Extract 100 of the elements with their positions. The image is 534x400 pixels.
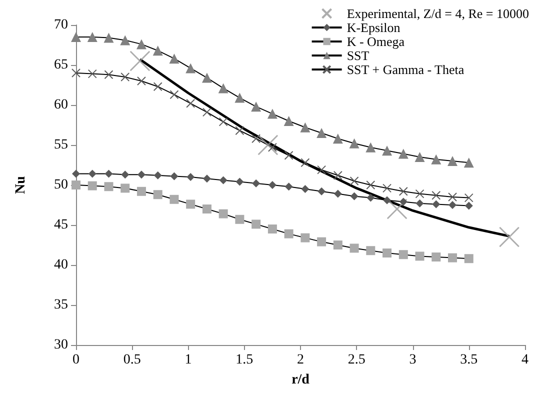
point: [130, 50, 150, 72]
x-tick-label: 3: [409, 352, 416, 368]
x-tick-label: 0: [72, 352, 80, 368]
point: [300, 158, 310, 168]
point: [415, 189, 424, 198]
point: [72, 68, 80, 78]
point: [386, 198, 408, 220]
point: [382, 146, 392, 156]
legend-label: K - Omega: [346, 34, 405, 49]
x-tick-label: 2: [297, 352, 304, 368]
point: [186, 200, 196, 209]
point: [120, 184, 130, 193]
point: [382, 184, 392, 193]
point: [170, 172, 178, 180]
point: [87, 32, 98, 42]
y-tick-label: 30: [54, 338, 68, 352]
x-tick-label: 0.5: [123, 352, 141, 368]
point: [268, 142, 277, 152]
point: [448, 156, 458, 166]
point: [170, 90, 179, 100]
point: [72, 180, 80, 190]
point: [350, 176, 359, 186]
point: [258, 134, 278, 156]
point: [235, 126, 244, 136]
point: [366, 180, 376, 190]
y-tick-label: 35: [54, 298, 68, 312]
point: [284, 116, 294, 126]
point: [432, 200, 440, 208]
point: [252, 134, 261, 144]
legend-label: SST: [346, 48, 370, 63]
point: [234, 92, 245, 103]
point: [152, 46, 163, 56]
point: [498, 226, 520, 248]
y-tick-label: 45: [54, 218, 68, 232]
point: [383, 196, 392, 204]
point: [104, 32, 114, 43]
x-tick-label: 2.5: [348, 352, 366, 368]
point: [398, 250, 408, 260]
point: [154, 171, 162, 180]
legend-label: Experimental, Z/d = 4, Re = 10000: [346, 6, 530, 21]
point: [153, 82, 162, 92]
point: [236, 178, 244, 186]
point: [350, 192, 358, 200]
y-tick-label: 55: [54, 138, 68, 152]
point: [349, 138, 360, 148]
point: [333, 240, 342, 250]
point: [398, 186, 408, 196]
point: [71, 32, 81, 42]
legend-label: K-Epsilon: [346, 20, 401, 35]
point: [136, 186, 146, 196]
point: [186, 63, 196, 74]
point: [268, 224, 277, 234]
point: [153, 190, 162, 200]
point: [169, 54, 180, 64]
point: [414, 152, 425, 162]
point: [316, 128, 327, 138]
point: [366, 246, 376, 256]
point: [366, 142, 376, 152]
point: [120, 35, 130, 46]
point: [136, 76, 146, 86]
point: [284, 182, 293, 191]
point: [235, 214, 244, 224]
point: [202, 174, 211, 183]
point: [415, 252, 424, 261]
point: [284, 229, 294, 238]
point: [218, 117, 228, 126]
point: [398, 148, 408, 159]
point: [334, 190, 342, 198]
point: [464, 193, 474, 202]
point: [284, 150, 294, 160]
point: [252, 220, 261, 229]
point: [382, 248, 392, 258]
point: [202, 108, 212, 117]
point: [416, 199, 424, 208]
point: [218, 209, 228, 218]
point: [88, 170, 96, 178]
point: [202, 72, 212, 83]
x-tick-label: 1: [184, 352, 192, 368]
point: [219, 176, 228, 184]
y-tick-label: 65: [54, 58, 68, 72]
point: [301, 185, 310, 193]
point: [218, 83, 228, 94]
y-tick-label: 40: [54, 258, 68, 272]
point: [464, 254, 474, 264]
x-axis-title: r/d: [292, 372, 310, 388]
point: [88, 69, 97, 78]
point: [88, 181, 97, 190]
point: [104, 170, 113, 178]
point: [448, 192, 458, 202]
point: [136, 39, 146, 50]
point: [186, 98, 196, 108]
point: [300, 122, 310, 132]
point: [170, 194, 179, 204]
legend-label: SST + Gamma - Theta: [346, 62, 464, 77]
point: [317, 237, 326, 246]
point: [202, 204, 212, 214]
y-tick-label: 50: [54, 178, 68, 192]
point: [350, 244, 359, 253]
point: [120, 72, 130, 82]
point: [267, 108, 278, 119]
